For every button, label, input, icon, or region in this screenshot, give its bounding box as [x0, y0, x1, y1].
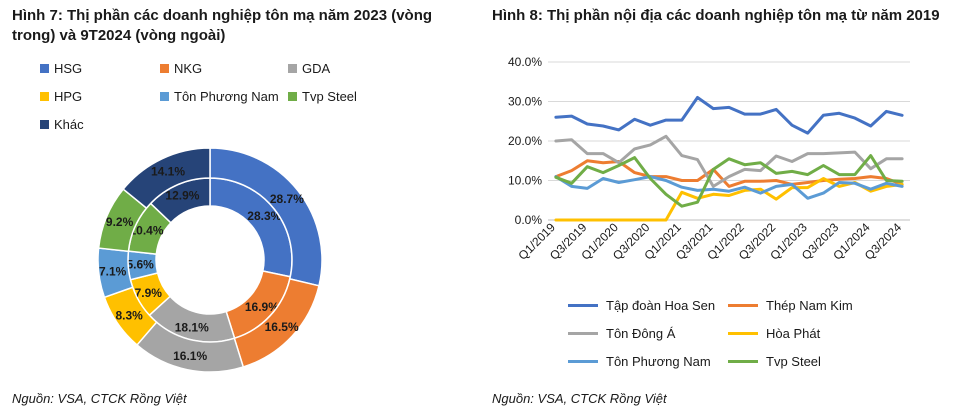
- legend-swatch: [160, 64, 169, 73]
- y-tick-label: 0.0%: [515, 213, 543, 227]
- legend-line-swatch: [568, 360, 598, 363]
- donut-label-inner-tvp-steel: 10.4%: [129, 224, 163, 238]
- series-line-tvp-steel: [554, 154, 904, 208]
- series-line-hoa-phat: [554, 177, 904, 222]
- legend-line-swatch: [728, 304, 758, 307]
- donut-source-note: Nguồn: VSA, CTCK Rồng Việt: [12, 391, 187, 406]
- donut-label-outer-khac: 14.1%: [151, 164, 185, 178]
- donut-label-outer-hpg: 8.3%: [115, 308, 143, 322]
- legend-label: HSG: [54, 61, 83, 76]
- series-line-ton-dong-a: [554, 134, 904, 188]
- legend-label: Tvp Steel: [766, 354, 821, 369]
- donut-label-outer-nkg: 16.5%: [265, 320, 299, 334]
- y-tick-label: 20.0%: [508, 134, 542, 148]
- legend-label: Tôn Đông Á: [606, 326, 676, 341]
- y-tick-label: 40.0%: [508, 55, 542, 69]
- donut-chart-panel: Hình 7: Thị phần các doanh nghiệp tôn mạ…: [0, 0, 470, 410]
- series-line-thep-nam-kim: [554, 159, 904, 188]
- legend-line-swatch: [728, 332, 758, 335]
- line-chart-title: Hình 8: Thị phần nội địa các doanh nghiệ…: [492, 7, 940, 24]
- series-line-ton-phuong-nam: [554, 175, 904, 200]
- legend-label: Tôn Phương Nam: [606, 354, 711, 369]
- legend-label: Tập đoàn Hoa Sen: [606, 298, 716, 313]
- line-legend-item-ton-dong-a: Tôn Đông Á: [568, 326, 675, 341]
- line-legend-item-tvp-steel: Tvp Steel: [728, 354, 821, 369]
- legend-line-swatch: [728, 360, 758, 363]
- donut-legend-item-tvp-steel: Tvp Steel: [288, 89, 357, 104]
- legend-swatch: [288, 64, 297, 73]
- legend-label: Hòa Phát: [766, 326, 821, 341]
- donut-label-outer-gda: 16.1%: [173, 349, 207, 363]
- legend-label: Tvp Steel: [302, 89, 357, 104]
- donut-label-inner-nkg: 16.9%: [245, 300, 279, 314]
- donut-legend-item-khac: Khác: [40, 117, 84, 132]
- donut-legend-item-gda: GDA: [288, 61, 330, 76]
- line-legend-item-tap-doan-hoa-sen: Tập đoàn Hoa Sen: [568, 298, 715, 313]
- legend-swatch: [40, 120, 49, 129]
- donut-label-outer-ton-phuong-nam: 7.1%: [99, 264, 127, 278]
- line-legend-item-ton-phuong-nam: Tôn Phương Nam: [568, 354, 711, 369]
- donut-legend-item-ton-phuong-nam: Tôn Phương Nam: [160, 89, 279, 104]
- legend-swatch: [40, 92, 49, 101]
- donut-chart-title: Hình 7: Thị phần các doanh nghiệp tôn mạ…: [12, 7, 433, 44]
- donut-chart: 28.3% 16.9% 18.1% 7.9% 5.6% 10.4% 12.9% 28.7% 16…: [97, 147, 323, 373]
- legend-swatch: [40, 64, 49, 73]
- donut-label-inner-ton-phuong-nam: 5.6%: [126, 258, 154, 272]
- legend-swatch: [288, 92, 297, 101]
- legend-swatch: [160, 92, 169, 101]
- line-chart: 0.0%10.0%20.0%30.0%40.0%Q1/2019Q3/2019Q1…: [508, 55, 910, 263]
- donut-legend-item-nkg: NKG: [160, 61, 202, 76]
- y-tick-label: 10.0%: [508, 174, 542, 188]
- legend-line-swatch: [568, 304, 598, 307]
- legend-label: Thép Nam Kim: [766, 298, 853, 313]
- donut-label-inner-hsg: 28.3%: [247, 209, 281, 223]
- legend-label: HPG: [54, 89, 83, 104]
- donut-label-inner-hpg: 7.9%: [135, 286, 163, 300]
- y-tick-label: 30.0%: [508, 95, 542, 109]
- donut-slice-outer-khac: [122, 147, 211, 210]
- series-line-tap-doan-hoa-sen: [554, 96, 904, 135]
- legend-label: NKG: [174, 61, 203, 76]
- donut-legend-item-hsg: HSG: [40, 61, 82, 76]
- line-legend-item-hoa-phat: Hòa Phát: [728, 326, 820, 341]
- legend-label: GDA: [302, 61, 331, 76]
- legend-label: Tôn Phương Nam: [174, 89, 279, 104]
- legend-line-swatch: [568, 332, 598, 335]
- line-source-note: Nguồn: VSA, CTCK Rồng Việt: [492, 391, 667, 406]
- donut-legend-item-hpg: HPG: [40, 89, 82, 104]
- line-chart-panel: Hình 8: Thị phần nội địa các doanh nghiệ…: [480, 0, 954, 410]
- donut-label-outer-hsg: 28.7%: [270, 192, 304, 206]
- donut-label-inner-khac: 12.9%: [165, 189, 199, 203]
- donut-label-inner-gda: 18.1%: [175, 321, 209, 335]
- line-legend-item-thep-nam-kim: Thép Nam Kim: [728, 298, 853, 313]
- legend-label: Khác: [54, 117, 84, 132]
- donut-label-outer-tvp-steel: 9.2%: [106, 215, 134, 229]
